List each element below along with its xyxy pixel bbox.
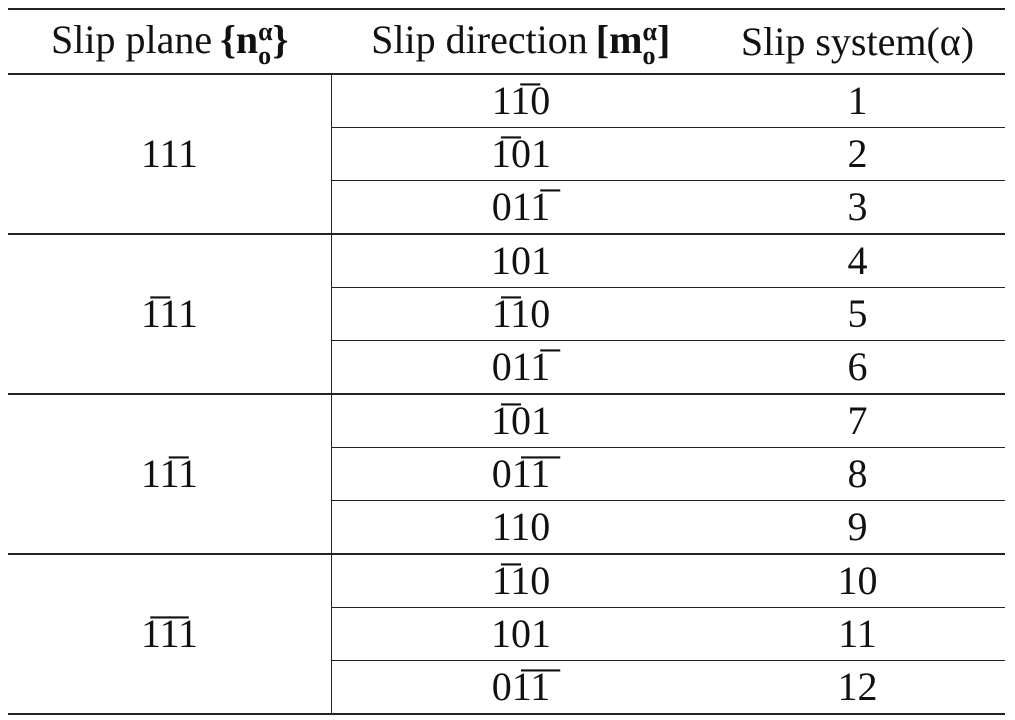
- slip-direction: 011̅: [331, 340, 710, 394]
- bracket-open: {: [220, 16, 236, 62]
- slip-table: Slip plane {n α o} Slip direction [m α o] Slip s…: [8, 8, 1005, 715]
- table-row: 111 11̅0 1: [8, 73, 1005, 234]
- slip-system: 2: [709, 127, 1005, 181]
- slip-direction: 01̅1̅: [331, 660, 710, 715]
- slip-direction: 1̅01: [331, 393, 710, 448]
- table-row: 011̅ 3: [8, 180, 1005, 234]
- table-row: 110 9: [8, 500, 1005, 554]
- slip-system: 1: [709, 73, 1005, 128]
- table-body: 111 11̅0 1 1̅01 2 011̅ 3 1̅11 101 4 1̅10 5 011̅ 6 11̅1…: [8, 73, 1005, 715]
- slip-system: 7: [709, 393, 1005, 448]
- slip-system: 9: [709, 500, 1005, 554]
- header-cell: Slip system(α): [709, 8, 1005, 75]
- bracket-close: ]: [656, 16, 671, 62]
- subscript: o: [258, 40, 272, 70]
- slip-system: 11: [709, 607, 1005, 661]
- slip-direction: 1̅01: [331, 127, 710, 181]
- bracket-close: }: [272, 16, 289, 62]
- subscript: o: [642, 40, 656, 70]
- slip-system: 6: [709, 340, 1005, 394]
- table-row: 01̅1̅ 8: [8, 447, 1005, 501]
- table-header: Slip plane {n α o} Slip direction [m α o] Slip s…: [8, 8, 1005, 75]
- table-row: 101 11: [8, 607, 1005, 661]
- slip-system: 10: [709, 553, 1005, 608]
- table-row: 1̅01 2: [8, 127, 1005, 181]
- slip-plane: 1̅11: [8, 233, 332, 394]
- symbol: n: [235, 16, 259, 62]
- table-row: 1̅1̅1 1̅10 10: [8, 553, 1005, 715]
- superscript: α: [258, 17, 273, 47]
- slip-plane: 111: [8, 73, 332, 234]
- table-row: 1̅11 101 4: [8, 233, 1005, 394]
- header-row: Slip plane {n α o} Slip direction [m α o] Slip s…: [8, 8, 1005, 75]
- slip-direction: 1̅10: [331, 287, 710, 341]
- slip-plane: 11̅1: [8, 393, 332, 554]
- slip-direction: 011̅: [331, 180, 710, 234]
- header-cell: Slip plane {n α o}: [8, 8, 332, 75]
- table-row: 011̅ 6: [8, 340, 1005, 394]
- superscript: α: [642, 17, 657, 47]
- header-label: Slip direction: [371, 16, 588, 62]
- slip-direction: 101: [331, 233, 710, 288]
- slip-system: 3: [709, 180, 1005, 234]
- slip-system: 5: [709, 287, 1005, 341]
- header-symbol: [m α o]: [595, 16, 671, 69]
- slip-direction: 01̅1̅: [331, 447, 710, 501]
- symbol: m: [609, 16, 643, 62]
- bracket-open: [: [595, 16, 610, 62]
- slip-system: 4: [709, 233, 1005, 288]
- header-label: Slip plane: [51, 16, 213, 62]
- slip-system: 8: [709, 447, 1005, 501]
- slip-system: 12: [709, 660, 1005, 715]
- slip-direction: 101: [331, 607, 710, 661]
- table-row: 1̅10 5: [8, 287, 1005, 341]
- slip-direction: 11̅0: [331, 73, 710, 128]
- header-label: Slip system(α): [740, 19, 975, 64]
- header-cell: Slip direction [m α o]: [331, 8, 710, 75]
- slip-direction: 110: [331, 500, 710, 554]
- slip-direction: 1̅10: [331, 553, 710, 608]
- table-row: 11̅1 1̅01 7: [8, 393, 1005, 554]
- header-symbol: {n α o}: [220, 16, 289, 69]
- slip-plane: 1̅1̅1: [8, 553, 332, 715]
- table-row: 01̅1̅ 12: [8, 660, 1005, 715]
